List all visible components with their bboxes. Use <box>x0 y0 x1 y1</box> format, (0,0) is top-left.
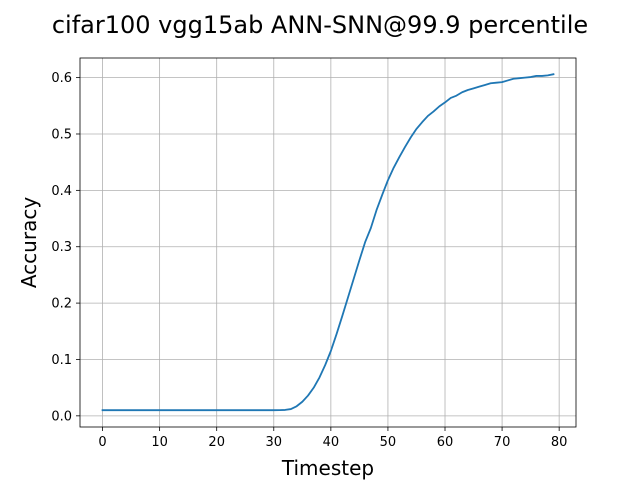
x-tick-label: 0 <box>98 435 106 450</box>
x-tick-label: 40 <box>323 435 340 450</box>
x-tick-label: 20 <box>208 435 225 450</box>
x-tick-label: 60 <box>437 435 454 450</box>
x-tick-label: 80 <box>551 435 568 450</box>
x-tick-label: 10 <box>151 435 168 450</box>
x-tick-label: 50 <box>380 435 397 450</box>
grid-layer <box>80 58 576 427</box>
y-axis-label: Accuracy <box>17 197 41 288</box>
y-tick-label: 0.2 <box>51 297 72 312</box>
y-tick-label: 0.4 <box>51 184 72 199</box>
series-line <box>101 73 555 412</box>
y-tick-label: 0.0 <box>51 409 72 424</box>
x-tick-label: 30 <box>266 435 283 450</box>
plot-frame <box>79 57 577 428</box>
series-layer <box>101 73 555 412</box>
chart-title: cifar100 vgg15ab ANN-SNN@99.9 percentile <box>52 11 588 39</box>
x-tick-label: 70 <box>494 435 511 450</box>
y-tick-label: 0.5 <box>51 127 72 142</box>
tick-layer: 0 10 20 30 40 50 60 70 80 0.0 0.1 0.2 0.3 0.4 0.5 0.6 <box>51 71 567 450</box>
x-axis-label: Timestep <box>281 456 374 480</box>
y-tick-label: 0.3 <box>51 240 72 255</box>
y-tick-label: 0.1 <box>51 353 72 368</box>
y-tick-label: 0.6 <box>51 71 72 86</box>
